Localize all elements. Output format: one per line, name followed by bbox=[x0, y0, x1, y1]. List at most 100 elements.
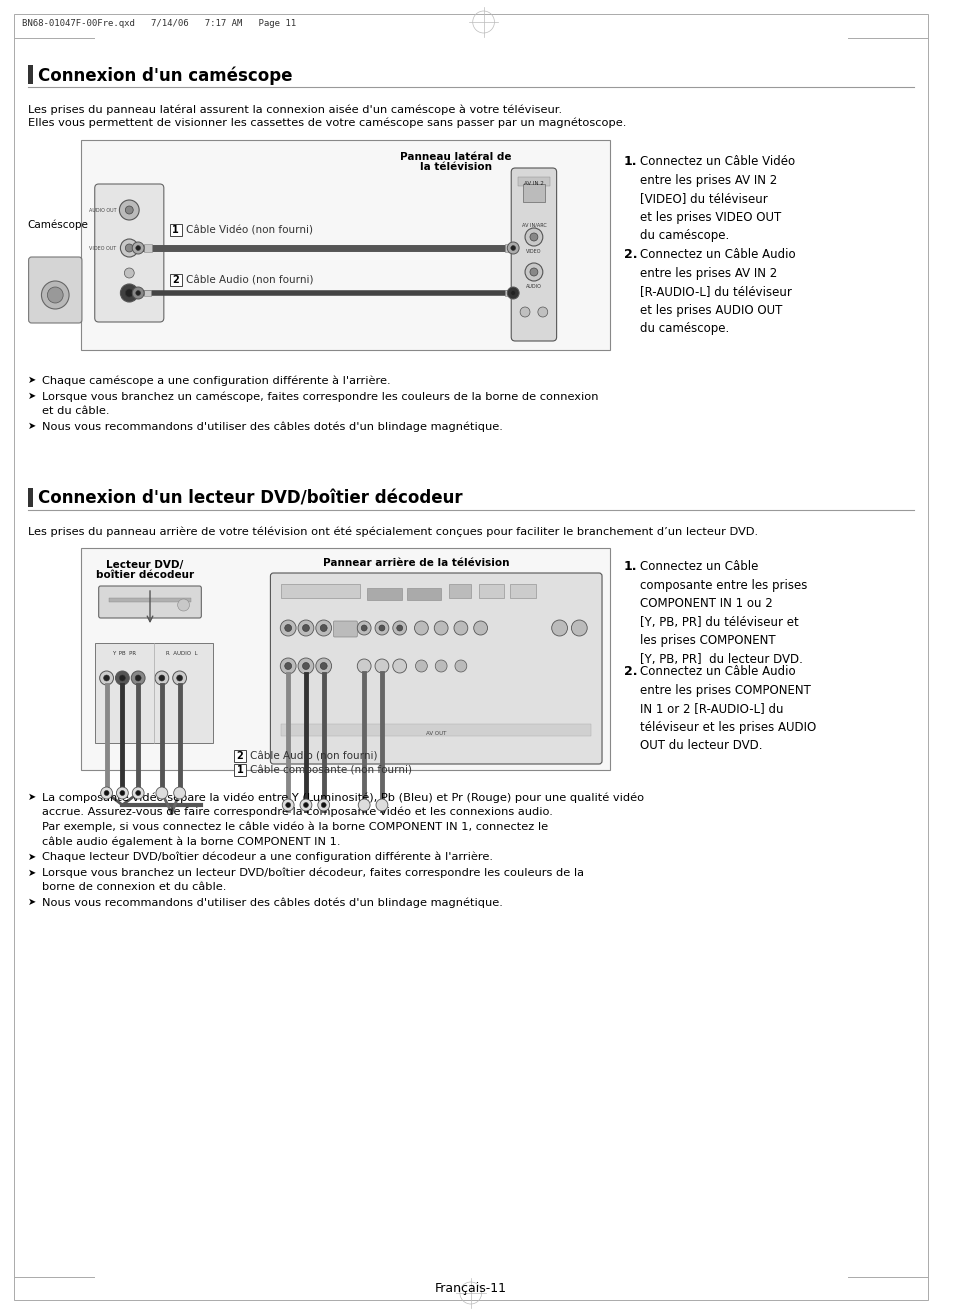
Circle shape bbox=[356, 621, 371, 635]
Text: 1: 1 bbox=[236, 765, 243, 775]
Text: Les prises du panneau arrière de votre télévision ont été spécialement conçues p: Les prises du panneau arrière de votre t… bbox=[28, 526, 757, 537]
Circle shape bbox=[104, 675, 110, 681]
Bar bbox=[510, 584, 536, 598]
FancyBboxPatch shape bbox=[29, 256, 82, 323]
Circle shape bbox=[510, 291, 515, 296]
Circle shape bbox=[135, 246, 140, 250]
Circle shape bbox=[119, 200, 139, 220]
Bar bbox=[81, 139, 609, 350]
Circle shape bbox=[135, 675, 141, 681]
Text: R  AUDIO  L: R AUDIO L bbox=[166, 651, 197, 656]
Circle shape bbox=[120, 790, 125, 796]
Bar bbox=[449, 584, 470, 598]
Circle shape bbox=[154, 671, 169, 685]
Circle shape bbox=[159, 675, 165, 681]
Circle shape bbox=[434, 621, 448, 635]
Circle shape bbox=[282, 800, 294, 811]
Bar bbox=[109, 598, 192, 602]
Text: Français-11: Français-11 bbox=[435, 1282, 506, 1295]
Circle shape bbox=[455, 660, 466, 672]
Text: Elles vous permettent de visionner les cassettes de votre caméscope sans passer : Elles vous permettent de visionner les c… bbox=[28, 117, 625, 128]
Text: 1.: 1. bbox=[623, 155, 637, 168]
Text: ➤: ➤ bbox=[28, 852, 35, 863]
Bar bbox=[517, 178, 549, 185]
Circle shape bbox=[321, 802, 326, 807]
Circle shape bbox=[315, 619, 332, 636]
Bar bbox=[144, 245, 152, 252]
Text: boîtier décodeur: boîtier décodeur bbox=[96, 569, 194, 580]
Circle shape bbox=[551, 619, 567, 636]
Circle shape bbox=[48, 287, 63, 302]
Circle shape bbox=[132, 242, 144, 254]
Text: ➤: ➤ bbox=[28, 792, 35, 802]
Text: VIDEO OUT: VIDEO OUT bbox=[89, 246, 116, 250]
Text: AV IN 2: AV IN 2 bbox=[523, 181, 543, 185]
Circle shape bbox=[375, 800, 388, 811]
Bar bbox=[281, 725, 591, 736]
Text: 2: 2 bbox=[172, 275, 179, 285]
Circle shape bbox=[375, 621, 389, 635]
Circle shape bbox=[530, 268, 537, 276]
Bar bbox=[170, 274, 181, 285]
Circle shape bbox=[519, 306, 530, 317]
Text: 1.: 1. bbox=[623, 560, 637, 573]
Circle shape bbox=[530, 233, 537, 241]
Circle shape bbox=[280, 619, 295, 636]
Text: ➤: ➤ bbox=[28, 421, 35, 431]
FancyBboxPatch shape bbox=[270, 573, 601, 764]
Circle shape bbox=[135, 790, 140, 796]
Circle shape bbox=[297, 619, 314, 636]
Circle shape bbox=[474, 621, 487, 635]
Text: 1: 1 bbox=[172, 225, 179, 235]
Text: AV IN/ARC: AV IN/ARC bbox=[521, 222, 546, 227]
Circle shape bbox=[356, 659, 371, 673]
Text: Chaque caméscope a une configuration différente à l'arrière.: Chaque caméscope a une configuration dif… bbox=[42, 375, 391, 385]
Text: Lorsque vous branchez un lecteur DVD/boîtier décodeur, faites correspondre les c: Lorsque vous branchez un lecteur DVD/boî… bbox=[42, 868, 584, 893]
Bar bbox=[81, 548, 609, 771]
Text: AUDIO: AUDIO bbox=[525, 284, 541, 289]
Circle shape bbox=[393, 659, 406, 673]
Circle shape bbox=[396, 625, 402, 631]
Text: Lecteur DVD/: Lecteur DVD/ bbox=[107, 560, 184, 569]
Circle shape bbox=[317, 800, 330, 811]
Circle shape bbox=[116, 786, 128, 800]
FancyBboxPatch shape bbox=[334, 621, 356, 636]
Circle shape bbox=[135, 291, 140, 296]
Circle shape bbox=[299, 800, 312, 811]
FancyBboxPatch shape bbox=[511, 168, 556, 341]
Bar bbox=[28, 64, 32, 84]
Circle shape bbox=[280, 658, 295, 675]
Text: Panneau latéral de: Panneau latéral de bbox=[400, 153, 511, 162]
Text: Lorsque vous branchez un caméscope, faites correspondre les couleurs de la borne: Lorsque vous branchez un caméscope, fait… bbox=[42, 391, 598, 416]
Circle shape bbox=[285, 802, 291, 807]
Text: Nous vous recommandons d'utiliser des câbles dotés d'un blindage magnétique.: Nous vous recommandons d'utiliser des câ… bbox=[42, 897, 503, 907]
Circle shape bbox=[124, 268, 134, 277]
Text: ➤: ➤ bbox=[28, 897, 35, 907]
Text: Les prises du panneau latéral assurent la connexion aisée d'un caméscope à votre: Les prises du panneau latéral assurent l… bbox=[28, 104, 561, 114]
Bar bbox=[478, 584, 504, 598]
Circle shape bbox=[361, 625, 367, 631]
Text: Nous vous recommandons d'utiliser des câbles dotés d'un blindage magnétique.: Nous vous recommandons d'utiliser des câ… bbox=[42, 421, 503, 431]
Circle shape bbox=[155, 786, 168, 800]
Circle shape bbox=[378, 625, 384, 631]
Text: 2.: 2. bbox=[623, 665, 637, 679]
Bar bbox=[505, 291, 512, 296]
Bar bbox=[28, 488, 32, 508]
Circle shape bbox=[571, 619, 587, 636]
Circle shape bbox=[302, 625, 309, 631]
Circle shape bbox=[302, 663, 309, 669]
Text: Pannear arrière de la télévision: Pannear arrière de la télévision bbox=[323, 558, 509, 568]
FancyBboxPatch shape bbox=[94, 184, 164, 322]
Circle shape bbox=[416, 660, 427, 672]
Text: 2: 2 bbox=[236, 751, 243, 761]
FancyBboxPatch shape bbox=[98, 586, 201, 618]
Circle shape bbox=[414, 621, 428, 635]
Text: Caméscope: Caméscope bbox=[28, 220, 89, 230]
Text: La composante vidéo sépare la vidéo entre Y (Luminosité), Pb (Bleu) et Pr (Rouge: La composante vidéo sépare la vidéo entr… bbox=[42, 792, 644, 847]
Circle shape bbox=[41, 281, 69, 309]
Text: la télévision: la télévision bbox=[419, 162, 492, 172]
Circle shape bbox=[524, 227, 542, 246]
Text: Câble Audio (non fourni): Câble Audio (non fourni) bbox=[250, 751, 376, 761]
Circle shape bbox=[99, 671, 113, 685]
Circle shape bbox=[101, 786, 112, 800]
